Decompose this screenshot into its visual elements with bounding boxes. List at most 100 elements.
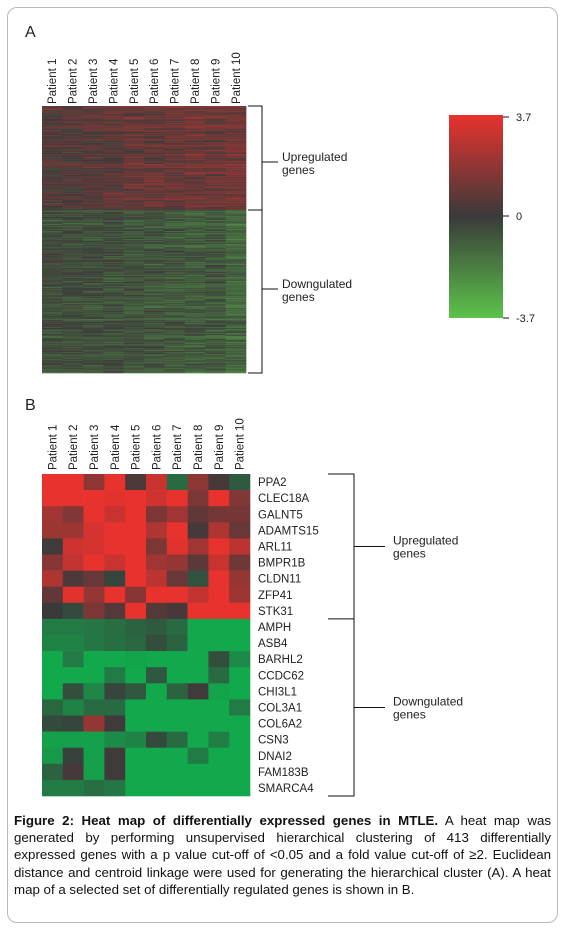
heatmap-cell [225,184,247,186]
heatmap-cell [184,299,206,301]
heatmap-cell [184,323,206,325]
heatmap-cell [164,116,186,118]
heatmap-cell [205,337,226,339]
heatmap-cell [62,227,84,229]
heatmap-cell [103,255,124,257]
heatmap-cell [144,213,165,215]
heatmap-cell [62,269,84,271]
heatmap-cell [225,217,247,219]
heatmap-cell [62,175,84,177]
heatmap-cell [164,334,186,336]
heatmap-cell [123,327,145,329]
heatmap-cell [123,169,145,171]
heatmap-cell [42,157,63,158]
heatmap-cell [164,260,186,262]
heatmap-cell [184,271,206,273]
heatmap-cell [164,146,186,148]
heatmap-cell [42,367,63,369]
heatmap-cell [103,311,124,313]
heatmap-cell [184,249,206,251]
heatmap-cell [144,278,165,280]
heatmap-cell [123,368,145,370]
heatmap-cell [205,329,226,331]
heatmap-cell [125,635,147,652]
heatmap-cell [164,210,186,212]
heatmap-cell [225,172,247,174]
heatmap-cell [123,358,145,360]
heatmap-cell [144,306,165,308]
heatmap-cell [82,231,104,233]
heatmap-cell [62,310,84,312]
heatmap-cell [103,179,124,181]
heatmap-cell [123,246,145,248]
heatmap-cell [205,323,226,325]
heatmap-cell [164,142,186,144]
heatmap-cell [187,538,209,555]
heatmap-cell [82,159,104,161]
heatmap-cell [62,129,84,131]
heatmap-cell [103,206,124,208]
heatmap-cell [225,337,247,339]
panel-a-column-headers: Patient 1 Patient 2 Patient 3 Patient 4 Pati… [47,52,243,104]
heatmap-cell [123,278,145,280]
heatmap-cell [103,311,124,313]
heatmap-cell [125,474,147,491]
heatmap-cell [225,319,247,321]
heatmap-cell [144,123,165,124]
heatmap-cell [144,249,165,251]
heatmap-cell [205,295,226,297]
heatmap-cell [205,356,226,358]
heatmap-cell [123,151,145,153]
heatmap-cell [146,715,168,732]
heatmap-cell [42,163,63,165]
colorbar-tick-label: 0 [516,211,522,223]
heatmap-cell [103,158,124,160]
heatmap-cell [205,166,226,168]
heatmap-cell [123,351,145,353]
heatmap-cell [82,280,104,282]
heatmap-cell [103,116,124,118]
heatmap-cell [184,160,206,162]
heatmap-cell [82,319,104,321]
heatmap-cell [62,133,84,135]
heatmap-cell [225,296,247,298]
heatmap-cell [82,317,104,319]
heatmap-cell [225,188,247,190]
heatmap-cell [225,180,247,182]
heatmap-cell [164,284,186,286]
column-header: Patient 6 [149,59,161,104]
heatmap-cell [184,353,206,355]
heatmap-cell [225,289,247,291]
heatmap-cell [225,229,247,231]
heatmap-cell [144,130,165,132]
heatmap-cell [164,152,186,153]
heatmap-cell [123,304,145,306]
heatmap-cell [164,131,186,133]
heatmap-cell [103,155,124,157]
heatmap-cell [62,162,84,164]
heatmap-cell [184,241,206,243]
heatmap-cell [82,259,104,261]
heatmap-cell [225,254,247,256]
heatmap-cell [82,115,104,117]
heatmap-cell [62,194,84,196]
heatmap-cell [103,312,124,314]
heatmap-cell [82,160,104,162]
heatmap-cell [62,211,84,213]
heatmap-cell [184,365,206,367]
heatmap-cell [103,261,124,263]
heatmap-cell [62,233,84,234]
heatmap-cell [123,240,145,242]
heatmap-cell [42,230,63,232]
heatmap-cell [205,236,226,238]
heatmap-cell [205,344,226,346]
heatmap-cell [164,111,186,112]
heatmap-cell [225,365,247,367]
heatmap-cell [184,213,206,215]
heatmap-cell [184,227,206,229]
heatmap-cell [225,186,247,188]
heatmap-cell [205,255,226,257]
heatmap-cell [225,186,247,187]
heatmap-cell [82,109,104,111]
heatmap-cell [123,113,145,115]
